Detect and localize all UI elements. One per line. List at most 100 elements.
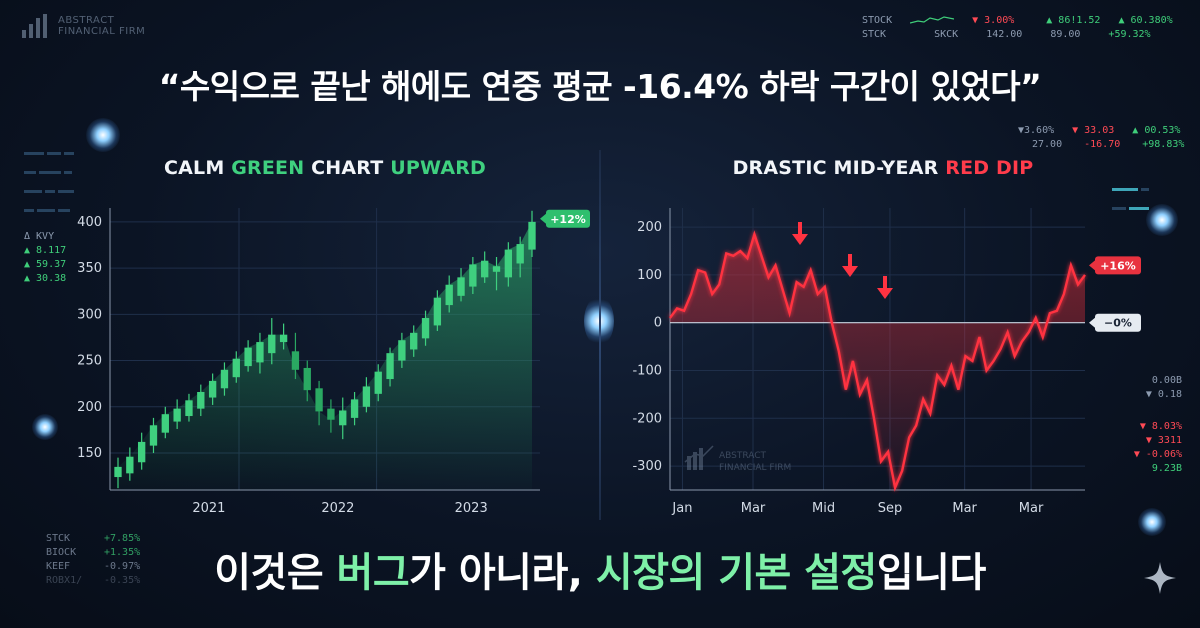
right-chart-title: DRASTIC MID-YEAR RED DIP [668, 157, 1098, 179]
decorative-bars [24, 140, 84, 216]
left-chart-title: CALM GREEN CHART UPWARD [110, 157, 540, 179]
y-tick-label: 200 [637, 220, 662, 235]
area-fill [670, 234, 1085, 488]
ticker-value: ▼3.60% [1018, 125, 1055, 136]
brand-name-line1: ABSTRACT [58, 15, 115, 26]
ticker-value: ▼ 33.03 [1072, 125, 1115, 136]
ticker-label: SKCK [934, 29, 959, 40]
candle [268, 318, 276, 365]
candle [398, 332, 406, 368]
x-tick-label: Mar [952, 501, 977, 516]
title-part-green: GREEN [231, 157, 305, 179]
series-line [669, 230, 1086, 492]
candle [386, 347, 394, 387]
ticker-list-left: Δ KVY ▲ 8.117 ▲ 59.37 ▲ 30.38 [24, 230, 66, 286]
badge-plus-12: +12% [540, 209, 590, 228]
x-tick-label: Sep [878, 501, 903, 516]
ticker-label: STCK [46, 533, 71, 544]
watermark-line2: FINANCIAL FIRM [719, 463, 791, 473]
candle [185, 393, 193, 422]
y-tick-label: 100 [637, 268, 662, 283]
candle [516, 236, 524, 278]
ticker-value: ▲ 60.380% [1118, 15, 1173, 26]
y-tick-label: -200 [632, 411, 662, 426]
badge-plus-16: +16% [1089, 256, 1141, 275]
ticker-label: KEEF [46, 561, 71, 572]
y-tick-label: -100 [632, 364, 662, 379]
x-tick-label: Mar [1019, 501, 1044, 516]
ticker-value: ▲ 59.37 [24, 259, 67, 270]
candle [433, 290, 442, 331]
ticker-value: -0.35% [104, 575, 141, 586]
area-fill [118, 221, 532, 491]
area-chart: 200 100 0 -100 -200 -300 Jan Mar Mid Sep Mar Mar +… [632, 208, 1141, 516]
ticker-label: Δ KVY [24, 231, 55, 242]
chart-divider [599, 150, 601, 520]
candle [137, 432, 146, 470]
y-tick-label: 200 [77, 400, 102, 415]
ticker-value: +7.85% [104, 533, 141, 544]
candle [410, 325, 418, 357]
candle [350, 391, 359, 426]
title-part-green: UPWARD [390, 157, 487, 179]
light-flare-icon [1146, 204, 1178, 236]
candle [244, 340, 252, 372]
ticker-strip-right: ▼3.60% ▼ 33.03 ▲ 00.53% 27.00 -16.70 +98… [1018, 124, 1184, 152]
y-tick-label: -300 [632, 459, 662, 474]
ticker-value: ▼ 8.03% [1139, 421, 1182, 432]
y-tick-label: 350 [77, 261, 102, 276]
brand-logo: ABSTRACT FINANCIAL FIRM [22, 14, 145, 38]
down-arrow-icon [877, 276, 893, 299]
x-tick-label: Mar [741, 501, 766, 516]
ticker-value: +1.35% [104, 547, 141, 558]
y-tick-label: 300 [77, 307, 102, 322]
footer-highlight: 시장의 기본 설정 [595, 550, 877, 596]
ticker-value: 27.00 [1032, 139, 1063, 150]
ticker-value: ▼ 3311 [1145, 435, 1182, 446]
candle [149, 417, 158, 454]
ticker-list-bottom-left: STCK +7.85% BIOCK +1.35% KEEF -0.97% ROBX1/… [46, 532, 140, 588]
watermark-logo: ABSTRACT FINANCIAL FIRM [684, 445, 791, 473]
candle [374, 364, 382, 402]
candle [339, 397, 347, 440]
candle [303, 360, 311, 402]
ticker-label: BIOCK [46, 547, 77, 558]
y-tick-label: 0 [654, 316, 662, 331]
footer-part: 이것은 [214, 550, 337, 596]
ticker-list-right: 0.00B ▼ 0.18 [1142, 374, 1182, 402]
candle [481, 251, 489, 283]
candle [208, 373, 217, 405]
headline: “수익으로 끝난 해에도 연중 평균 -16.4% 하락 구간이 있었다” [158, 67, 1042, 106]
candle [279, 323, 288, 350]
ticker-label: STOCK [862, 15, 893, 26]
candle [126, 447, 134, 481]
down-arrow-icon [842, 254, 858, 277]
title-part: CALM [163, 157, 232, 179]
footer-highlight: 버그 [336, 550, 410, 596]
ticker-value: +98.83% [1142, 139, 1185, 150]
candle [362, 377, 371, 413]
decorative-bars [1112, 176, 1162, 214]
ticker-value: ▲ 86!1.52 [1046, 15, 1101, 26]
ticker-value: ▼ -0.06% [1133, 449, 1182, 460]
candle [114, 457, 122, 489]
badge-label: −0% [1104, 317, 1132, 330]
footer-part: 입니다 [876, 550, 986, 596]
candle [161, 406, 169, 439]
light-flare-icon [1138, 508, 1166, 536]
candle [197, 384, 205, 417]
candle [504, 242, 513, 287]
title-part: CHART [304, 157, 391, 179]
ticker-value: 142.00 [986, 29, 1023, 40]
ticker-value: -0.97% [104, 561, 141, 572]
y-tick-label: 250 [77, 354, 102, 369]
x-tick-label: Mid [812, 501, 835, 516]
ticker-value: ▲ 00.53% [1132, 125, 1181, 136]
light-flare-icon [86, 118, 120, 152]
sparkle-icon [1142, 560, 1178, 596]
ticker-value: ▼ 3.00% [972, 15, 1015, 26]
x-tick-label: Jan [671, 501, 692, 516]
title-part: DRASTIC MID-YEAR [732, 157, 946, 179]
bar-chart-icon [22, 14, 50, 38]
watermark-line1: ABSTRACT [719, 451, 767, 461]
